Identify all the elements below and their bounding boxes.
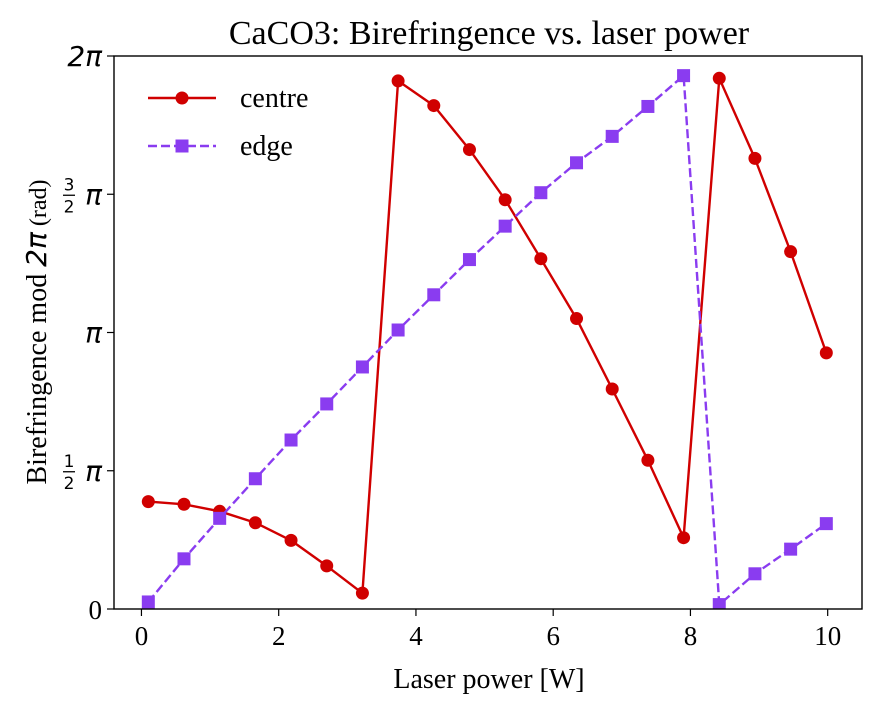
series-centre bbox=[141, 71, 833, 600]
data-point-edge bbox=[462, 253, 476, 267]
x-tick-label: 10 bbox=[814, 621, 841, 651]
data-point-edge bbox=[819, 517, 833, 531]
legend-item-edge: edge bbox=[148, 131, 293, 162]
x-tick-label: 6 bbox=[546, 621, 560, 651]
data-point-edge bbox=[141, 595, 155, 609]
data-point-edge bbox=[177, 552, 191, 566]
data-point-centre bbox=[462, 143, 476, 157]
data-point-centre bbox=[819, 346, 833, 360]
data-point-edge bbox=[570, 156, 584, 170]
data-point-edge bbox=[641, 99, 655, 113]
data-point-centre bbox=[712, 71, 726, 85]
y-axis-label-prefix: Birefringence mod bbox=[22, 267, 53, 485]
data-point-edge bbox=[248, 472, 262, 486]
x-tick-label: 2 bbox=[272, 621, 286, 651]
y-tick-label: π32 bbox=[63, 175, 103, 217]
data-point-edge bbox=[712, 598, 726, 609]
data-point-edge bbox=[320, 397, 334, 411]
y-tick-numerator: 1 bbox=[64, 452, 75, 472]
series-line-centre bbox=[148, 77, 828, 595]
data-point-edge bbox=[677, 69, 691, 83]
series-edge bbox=[141, 69, 833, 609]
y-tick-label-symbol: π bbox=[85, 455, 103, 488]
y-tick-label: π12 bbox=[63, 452, 103, 494]
y-axis-label: Birefringence mod 2π (rad) bbox=[20, 179, 53, 484]
data-point-centre bbox=[391, 74, 405, 88]
data-point-centre bbox=[284, 533, 298, 547]
x-axis-label: Laser power [W] bbox=[393, 664, 584, 695]
data-point-centre bbox=[784, 245, 798, 259]
x-tick-label: 4 bbox=[409, 621, 423, 651]
data-point-edge bbox=[605, 129, 619, 143]
y-axis-label-math: 2π bbox=[20, 231, 53, 267]
data-point-edge bbox=[498, 219, 512, 233]
legend-label: centre bbox=[240, 83, 308, 114]
chart-title: CaCO3: Birefringence vs. laser power bbox=[229, 15, 750, 52]
data-point-centre bbox=[605, 382, 619, 396]
data-point-edge bbox=[391, 323, 405, 337]
data-point-edge bbox=[534, 186, 548, 200]
data-point-edge bbox=[284, 433, 298, 447]
plot-frame bbox=[113, 55, 863, 610]
data-point-centre bbox=[427, 99, 441, 113]
y-tick-label: 2π bbox=[67, 40, 103, 73]
y-tick-denominator: 2 bbox=[64, 474, 75, 494]
legend: centre edge bbox=[148, 83, 308, 162]
y-tick-denominator: 2 bbox=[64, 197, 75, 217]
series-layer bbox=[141, 69, 833, 609]
data-point-centre bbox=[141, 495, 155, 509]
data-point-centre bbox=[748, 151, 762, 165]
y-tick-label: 0 bbox=[89, 595, 103, 625]
y-tick-label: π bbox=[85, 317, 103, 350]
x-tick-label: 0 bbox=[135, 621, 149, 651]
data-point-edge bbox=[784, 542, 798, 556]
x-tick-label: 8 bbox=[684, 621, 698, 651]
data-point-centre bbox=[677, 531, 691, 545]
y-tick-numerator: 3 bbox=[64, 175, 75, 195]
y-axis-label-suffix: (rad) bbox=[26, 179, 52, 232]
data-point-centre bbox=[177, 497, 191, 511]
y-tick-label-symbol: π bbox=[85, 178, 103, 211]
data-point-centre bbox=[534, 252, 548, 266]
legend-item-centre: centre bbox=[148, 83, 308, 114]
data-point-centre bbox=[498, 193, 512, 207]
data-point-centre bbox=[570, 312, 584, 326]
data-point-edge bbox=[427, 288, 441, 302]
legend-marker bbox=[175, 91, 189, 105]
legend-label: edge bbox=[240, 131, 293, 162]
legend-marker bbox=[175, 139, 189, 153]
data-point-edge bbox=[355, 360, 369, 374]
data-point-centre bbox=[248, 516, 262, 530]
data-point-edge bbox=[748, 567, 762, 581]
data-point-centre bbox=[641, 453, 655, 467]
data-point-edge bbox=[213, 511, 227, 525]
data-point-centre bbox=[355, 586, 369, 600]
data-point-centre bbox=[320, 559, 334, 573]
